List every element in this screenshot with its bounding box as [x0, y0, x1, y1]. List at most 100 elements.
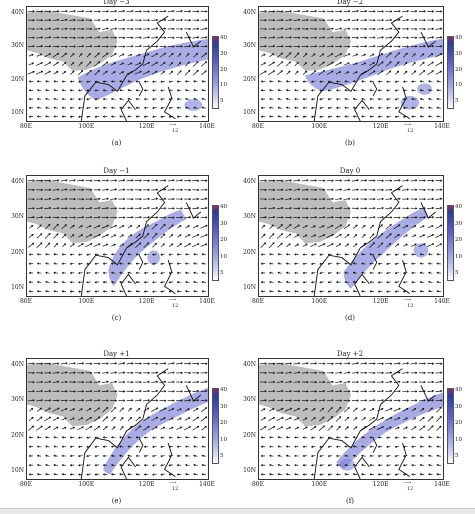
- lat-tick-label: 30N: [2, 213, 24, 220]
- map-area: [258, 175, 444, 297]
- lon-tick-label: 120E: [366, 298, 396, 305]
- map-svg: [259, 7, 443, 121]
- map-svg: [27, 7, 208, 121]
- lon-tick-label: 80E: [11, 481, 41, 488]
- colorbar-tick-label: 5: [220, 270, 224, 276]
- lon-tick-label: 80E: [11, 123, 41, 130]
- shaded-moisture-patch: [340, 459, 355, 471]
- colorbar-tick-label: 30: [220, 404, 227, 410]
- lon-tick-label: 100E: [304, 123, 334, 130]
- colorbar: [212, 36, 219, 109]
- lat-tick-label: 10N: [2, 284, 24, 291]
- colorbar-tick-label: 10: [455, 82, 462, 88]
- lat-tick-label: 20N: [2, 249, 24, 256]
- colorbar-tick-label: 40: [455, 387, 462, 393]
- colorbar: [447, 36, 454, 109]
- colorbar-tick-label: 20: [220, 420, 227, 426]
- reference-vector: ⟶12: [169, 122, 178, 134]
- colorbar-tick-label: 20: [220, 67, 227, 73]
- colorbar: [447, 388, 454, 464]
- map-svg: [259, 176, 443, 296]
- lat-tick-label: 10N: [2, 109, 24, 116]
- lat-tick-label: 10N: [234, 467, 256, 474]
- colorbar-tick-label: 20: [220, 237, 227, 243]
- lon-tick-label: 140E: [192, 481, 222, 488]
- colorbar-tick-label: 5: [455, 98, 459, 104]
- reference-vector: ⟶12: [169, 480, 178, 492]
- colorbar-tick-label: 5: [455, 270, 459, 276]
- lon-tick-label: 80E: [243, 123, 273, 130]
- lon-tick-label: 100E: [304, 298, 334, 305]
- lon-tick-label: 100E: [71, 481, 101, 488]
- panel-title: Day +1: [26, 350, 207, 358]
- panel-title: Day +2: [258, 350, 442, 358]
- colorbar-tick-label: 10: [455, 254, 462, 260]
- lat-tick-label: 30N: [234, 213, 256, 220]
- colorbar-tick-label: 30: [455, 221, 462, 227]
- lon-tick-label: 120E: [366, 123, 396, 130]
- plateau-land-mask: [27, 363, 118, 427]
- lat-tick-label: 40N: [234, 9, 256, 16]
- plateau-land-mask: [27, 10, 118, 70]
- lon-tick-label: 120E: [132, 123, 162, 130]
- lon-tick-label: 140E: [192, 298, 222, 305]
- panel-label: (e): [26, 497, 207, 505]
- lat-tick-label: 40N: [234, 361, 256, 368]
- lat-tick-label: 40N: [2, 178, 24, 185]
- colorbar-tick-label: 40: [455, 35, 462, 41]
- colorbar: [212, 388, 219, 464]
- plateau-land-mask: [259, 10, 351, 70]
- colorbar-tick-label: 30: [455, 404, 462, 410]
- panel-label: (c): [26, 314, 207, 322]
- panel-label: (f): [258, 497, 442, 505]
- lat-tick-label: 30N: [234, 396, 256, 403]
- lat-tick-label: 40N: [2, 361, 24, 368]
- colorbar-tick-label: 5: [455, 453, 459, 459]
- reference-vector: ⟶12: [404, 122, 413, 134]
- map-svg: [259, 359, 443, 479]
- lon-tick-label: 100E: [304, 481, 334, 488]
- panel-title: Day 0: [258, 167, 442, 175]
- colorbar-tick-label: 10: [455, 437, 462, 443]
- colorbar-tick-label: 20: [455, 67, 462, 73]
- lat-tick-label: 40N: [234, 178, 256, 185]
- lon-tick-label: 120E: [132, 298, 162, 305]
- colorbar-tick-label: 10: [220, 254, 227, 260]
- reference-vector-label: 12: [172, 303, 178, 309]
- colorbar-tick-label: 5: [220, 453, 224, 459]
- map-area: [26, 175, 209, 297]
- reference-vector-label: 12: [172, 128, 178, 134]
- lat-tick-label: 10N: [234, 109, 256, 116]
- lon-tick-label: 100E: [71, 123, 101, 130]
- reference-vector: ⟶12: [169, 297, 178, 309]
- shaded-moisture-region: [336, 393, 443, 470]
- lat-tick-label: 20N: [234, 76, 256, 83]
- lat-tick-label: 20N: [2, 76, 24, 83]
- reference-vector-label: 12: [407, 303, 413, 309]
- lon-tick-label: 100E: [71, 298, 101, 305]
- colorbar-tick-label: 30: [220, 51, 227, 57]
- lon-tick-label: 140E: [427, 481, 457, 488]
- map-area: [26, 358, 209, 480]
- map-svg: [27, 176, 208, 296]
- lon-tick-label: 140E: [427, 123, 457, 130]
- shaded-moisture-patch: [184, 99, 202, 110]
- lat-tick-label: 10N: [2, 467, 24, 474]
- colorbar-tick-label: 10: [220, 82, 227, 88]
- colorbar-tick-label: 20: [455, 237, 462, 243]
- reference-vector-label: 12: [172, 486, 178, 492]
- lon-tick-label: 120E: [366, 481, 396, 488]
- panel-label: (b): [258, 139, 442, 147]
- lon-tick-label: 140E: [427, 298, 457, 305]
- colorbar-tick-label: 10: [220, 437, 227, 443]
- reference-vector-label: 12: [407, 128, 413, 134]
- panel-label: (d): [258, 314, 442, 322]
- colorbar-tick-label: 40: [455, 204, 462, 210]
- colorbar-tick-label: 30: [220, 221, 227, 227]
- colorbar-tick-label: 40: [220, 204, 227, 210]
- reference-vector-label: 12: [407, 486, 413, 492]
- lat-tick-label: 20N: [234, 249, 256, 256]
- lon-tick-label: 80E: [11, 298, 41, 305]
- map-area: [26, 6, 209, 122]
- colorbar-tick-label: 5: [220, 98, 224, 104]
